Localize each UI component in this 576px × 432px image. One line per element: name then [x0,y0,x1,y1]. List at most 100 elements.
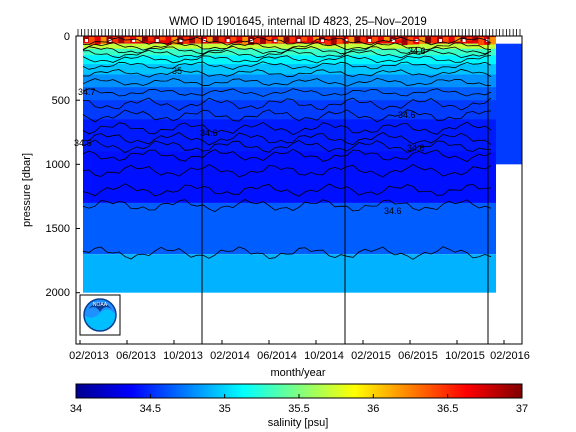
surface-speck [179,39,183,42]
salinity-band [83,55,496,65]
surface-patch [136,37,142,42]
surface-patch [466,37,473,41]
surface-patch [88,37,95,45]
salinity-field [83,36,522,344]
contour-label: 34.6 [398,110,416,120]
surface-patch [94,37,101,45]
contour-line [82,164,492,178]
contour-line [82,139,492,154]
x-tick-label: 06/2015 [398,350,438,362]
surface-patch [147,37,154,42]
salinity-layer [83,202,496,255]
surface-patch [330,37,337,45]
surface-patch [212,37,219,43]
contour-label: 34.6 [74,138,92,148]
y-tick-label: 500 [52,95,70,107]
surface-patch [195,37,201,44]
y-tick-label: 2000 [46,287,70,299]
surface-speck [297,39,301,42]
contour-line [82,132,492,146]
contour-line [82,183,492,197]
surface-patch [230,37,237,41]
contour-line [82,54,492,64]
surface-speck [321,39,324,42]
contour-line [83,68,492,78]
x-tick-label: 02/2014 [210,350,250,362]
surface-patch [159,37,166,41]
surface-speck [226,39,230,42]
contour-line [82,121,492,136]
surface-patch [165,37,172,46]
x-tick-label: 02/2016 [490,350,530,362]
chart-title: WMO ID 1901645, internal ID 4823, 25–Nov… [169,16,427,28]
surface-patch [260,37,266,45]
surface-patch [378,37,384,42]
contour-label: 34.6 [384,206,402,216]
profile-tick-marks [77,29,521,36]
y-tick-label: 1500 [46,223,70,235]
x-tick-label: 02/2015 [351,350,391,362]
surface-patch [431,37,437,44]
surface-speck [132,39,136,42]
colorbar: 34 34.5 35 35.5 36 36.5 37 salinity [psu… [70,383,528,429]
year-separators [201,36,489,344]
logo-mark-text: NOAA [93,302,108,308]
surface-patch [454,37,461,42]
surface-speck [439,39,442,42]
contour-line [82,148,492,163]
salinity-band [83,87,496,101]
surface-speck [155,39,159,42]
surface-patch [307,37,314,41]
surface-patch [389,37,396,41]
surface-patch [283,37,290,43]
surface-patch [289,37,296,43]
x-tick-label: 10/2015 [445,350,485,362]
surface-patch [448,37,455,43]
colorbar-tick-label: 35 [219,403,231,415]
y-tick-label: 0 [64,31,70,43]
surface-patch [183,37,190,44]
colorbar-tick-label: 36.5 [437,403,458,415]
surface-patch [442,37,449,43]
contour-label: 35 [172,66,182,76]
contour-line [82,36,492,46]
contour-label: 34.6 [200,128,218,138]
contour-label: 34.7 [78,87,96,97]
contour-line [82,246,492,260]
surface-patch [372,37,378,42]
colorbar-tick-label: 36 [367,403,379,415]
y-axis: 0 500 1000 1500 2000 pressure [dbar] [21,31,80,299]
y-axis-label: pressure [dbar] [21,153,33,227]
surface-patch [478,37,485,46]
salinity-band [83,48,496,56]
salinity-band [83,119,496,152]
contour-line [82,49,492,59]
x-tick-label: 10/2013 [163,350,203,362]
surface-patch [236,37,243,41]
surface-patch [100,37,107,45]
x-axis: 02/2013 06/2013 10/2013 02/2014 06/2014 … [69,340,530,379]
surface-speck [462,39,466,42]
contour-line [82,77,492,87]
surface-speck [85,39,88,42]
colorbar-tick-label: 37 [516,403,528,415]
contour-lines [82,36,492,260]
surface-patch [401,37,408,46]
colorbar-tick-label: 34 [70,403,82,415]
colorbar-tick-label: 35.5 [288,403,309,415]
surface-patch [112,37,119,44]
colorbar-tick-label: 34.5 [140,403,161,415]
surface-patch [301,37,308,42]
surface-speck [344,39,348,42]
surface-speck [368,39,372,42]
x-tick-label: 02/2013 [69,350,109,362]
surface-patch [254,37,260,45]
surface-patch [395,37,402,41]
salinity-band [496,43,522,165]
surface-patch [336,37,343,45]
x-axis-label: month/year [270,367,325,379]
surface-patch [348,37,355,44]
salinity-layer [83,254,496,293]
no-data-region [496,164,522,344]
salinity-band [83,64,496,75]
